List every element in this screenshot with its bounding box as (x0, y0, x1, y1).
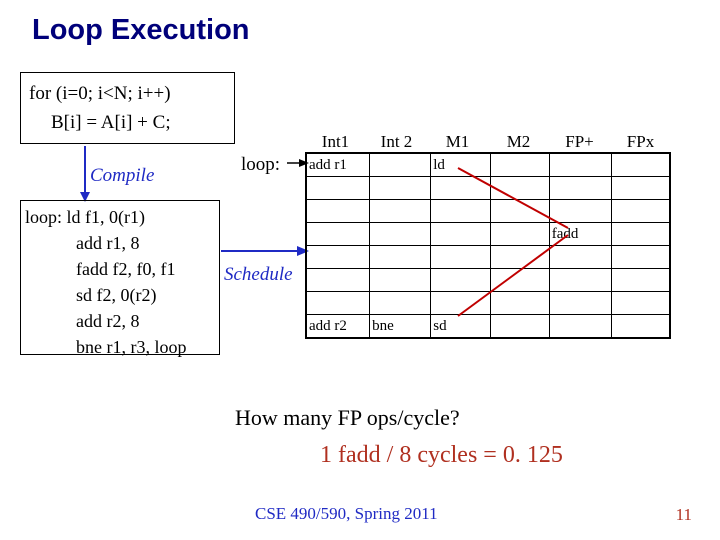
grid-header-cell: M1 (427, 132, 488, 152)
slide-title: Loop Execution (32, 14, 250, 47)
asm-line: sd f2, 0(r2) (76, 283, 156, 308)
answer-text: 1 fadd / 8 cycles = 0. 125 (320, 442, 563, 469)
asm-line: fadd f2, f0, f1 (76, 257, 175, 282)
code-line-body: B[i] = A[i] + C; (29, 108, 226, 137)
assembly-box: loop: ld f1, 0(r1) add r1, 8 fadd f2, f0… (20, 200, 220, 355)
grid-header-cell: FP+ (549, 132, 610, 152)
page-number: 11 (676, 505, 692, 525)
asm-line: bne r1, r3, loop (76, 335, 186, 360)
grid-loop-label: loop: (241, 154, 280, 176)
footer-text: CSE 490/590, Spring 2011 (255, 504, 438, 524)
asm-line: loop: ld f1, 0(r1) (25, 205, 145, 230)
grid-header-cell: FPx (610, 132, 671, 152)
asm-line: add r2, 8 (76, 309, 139, 334)
code-line-for: for (i=0; i<N; i++) (29, 79, 226, 108)
grid-header-cell: Int 2 (366, 132, 427, 152)
grid-headers: Int1 Int 2 M1 M2 FP+ FPx (305, 132, 671, 152)
dependency-lines (305, 153, 671, 334)
schedule-arrow (221, 239, 311, 263)
compile-label: Compile (90, 165, 154, 187)
schedule-label: Schedule (224, 264, 293, 286)
schedule-grid: Int1 Int 2 M1 M2 FP+ FPx add r1 ld fadd … (305, 132, 671, 339)
question-text: How many FP ops/cycle? (235, 405, 460, 431)
asm-line: add r1, 8 (76, 231, 139, 256)
grid-header-cell: Int1 (305, 132, 366, 152)
grid-header-cell: M2 (488, 132, 549, 152)
source-code-box: for (i=0; i<N; i++) B[i] = A[i] + C; (20, 72, 235, 144)
